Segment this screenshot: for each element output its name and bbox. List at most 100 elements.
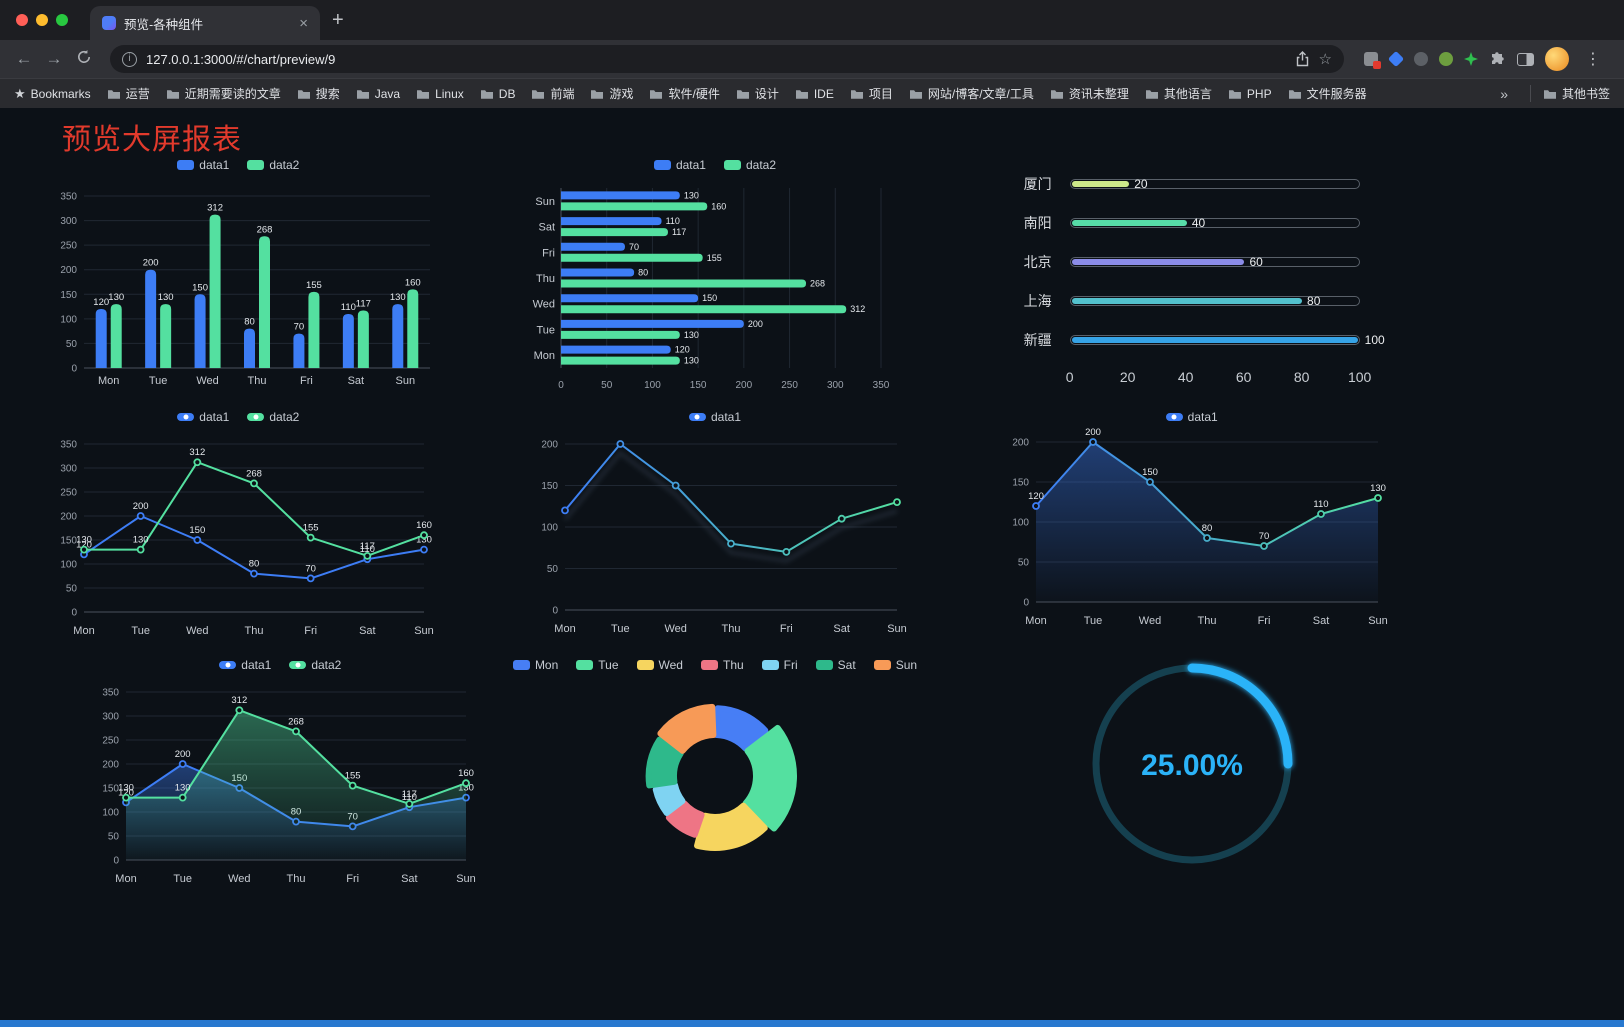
bookmark-item[interactable]: 文件服务器 (1288, 85, 1367, 102)
data-point (782, 548, 791, 556)
legend-item[interactable]: data2 (247, 410, 299, 424)
category-label: Fri (780, 623, 793, 635)
bookmark-item[interactable]: 项目 (850, 85, 893, 102)
extension-icon[interactable] (1464, 52, 1478, 66)
data-point (250, 569, 259, 578)
value-label: 312 (207, 203, 223, 214)
chart-canvas (645, 703, 797, 851)
bookmark-item[interactable]: PHP (1228, 87, 1272, 101)
pie-slice[interactable] (645, 736, 684, 789)
bookmark-item[interactable]: Java (356, 87, 400, 101)
extension-icon[interactable] (1364, 52, 1381, 69)
bookmark-item[interactable]: 近期需要读的文章 (166, 85, 281, 102)
other-bookmarks[interactable]: 其他书签 (1529, 85, 1610, 102)
bookmark-label: 其他语言 (1163, 87, 1212, 101)
chart-cell: 厦门 20 南阳 40 北京 60 上海 80 新疆 100 0 20 40 60 80 100 (953, 154, 1430, 406)
legend-item[interactable]: data1 (688, 410, 741, 424)
address-bar[interactable]: i 127.0.0.1:3000/#/chart/preview/9 ☆ (110, 45, 1344, 73)
legend-item[interactable]: data1 (177, 158, 229, 172)
category-label: Fri (300, 375, 313, 387)
bar (407, 289, 419, 368)
bookmarks-overflow-chevron[interactable]: » (1500, 85, 1508, 102)
page-title: 预览大屏报表 (62, 124, 243, 156)
axis-label: 350 (61, 192, 78, 203)
legend-item[interactable]: Sat (815, 658, 856, 672)
legend-item[interactable]: data1 (653, 158, 706, 172)
legend-label: Tue (598, 658, 619, 672)
bookmark-item[interactable]: 资讯未整理 (1050, 85, 1129, 102)
menu-icon[interactable]: ⋮ (1585, 51, 1601, 68)
bookmark-item[interactable]: Linux (416, 87, 464, 101)
pie-slice[interactable] (652, 782, 686, 816)
sidebar-panel-icon[interactable] (1517, 52, 1534, 66)
category-label: Thu (722, 623, 741, 635)
site-info-icon[interactable]: i (122, 51, 137, 67)
legend-item[interactable]: data2 (289, 658, 341, 672)
bookmarks-home[interactable]: ★ Bookmarks (14, 86, 91, 102)
extension-icon[interactable] (1387, 50, 1405, 68)
value-label: 268 (257, 224, 273, 235)
extension-icon[interactable] (1414, 52, 1428, 66)
browser-tab[interactable]: 预览-各种组件 × (90, 6, 320, 40)
value-label: 155 (306, 280, 322, 291)
progress-label: 上海 (1023, 292, 1052, 309)
legend-item[interactable]: Sun (873, 658, 917, 672)
legend-item[interactable]: Tue (576, 658, 619, 672)
bookmark-item[interactable]: 网站/博客/文章/工具 (909, 85, 1034, 102)
legend-item[interactable]: Fri (761, 658, 798, 672)
tab-close-icon[interactable]: × (299, 14, 308, 32)
pie-slice[interactable] (713, 705, 769, 752)
bookmark-item[interactable]: IDE (795, 87, 834, 101)
bookmark-item[interactable]: 设计 (736, 85, 779, 102)
bookmarks-bar: ★ Bookmarks 运营 近期需要读的文章 搜索 Java Linux DB 前端 游戏 软… (0, 78, 1624, 108)
forward-button[interactable]: → (45, 49, 63, 68)
bookmark-item[interactable]: 游戏 (590, 85, 633, 102)
extension-icon[interactable] (1439, 52, 1453, 66)
bookmark-label: 其他书签 (1561, 87, 1610, 101)
axis-label: 150 (103, 784, 120, 795)
legend-item[interactable]: Thu (700, 658, 744, 672)
progress-label: 新疆 (1023, 331, 1052, 348)
chart-canvas: 0 50 100 150 200 250 300 350 Mon Tue Wed Thu Fri Sat S… (103, 688, 476, 886)
bookmark-item[interactable]: 前端 (531, 85, 574, 102)
category-label: Wed (228, 873, 250, 885)
profile-avatar[interactable] (1545, 47, 1569, 71)
bookmark-item[interactable]: 搜索 (297, 85, 340, 102)
category-label: Mon (1025, 615, 1046, 627)
pie-slice[interactable] (665, 800, 705, 838)
axis-label: 100 (1012, 518, 1029, 529)
pie-slice[interactable] (694, 802, 768, 851)
bookmark-item[interactable]: 软件/硬件 (649, 85, 720, 102)
minimize-window-button[interactable] (36, 14, 48, 26)
legend-item[interactable]: data2 (247, 158, 299, 172)
zoom-window-button[interactable] (56, 14, 68, 26)
value-label: 312 (850, 304, 865, 314)
legend-item[interactable]: data1 (177, 410, 229, 424)
data-point (349, 781, 357, 790)
axis-label: 250 (103, 736, 120, 747)
bookmark-item[interactable]: DB (480, 87, 515, 101)
bar (96, 309, 108, 368)
gauge-arc (1187, 663, 1293, 769)
extensions-puzzle-icon[interactable] (1489, 51, 1506, 68)
new-tab-button[interactable]: + (332, 9, 344, 31)
bookmark-item[interactable]: 运营 (107, 85, 150, 102)
value-label: 268 (810, 279, 825, 289)
close-window-button[interactable] (16, 14, 28, 26)
bookmark-star-icon[interactable]: ☆ (1318, 51, 1332, 68)
legend-item[interactable]: Mon (512, 658, 558, 672)
category-label: Mon (534, 350, 555, 362)
back-button[interactable]: ← (15, 49, 33, 68)
share-icon[interactable] (1295, 51, 1310, 67)
data-point (405, 799, 414, 808)
value-label: 200 (143, 258, 159, 269)
legend-item[interactable]: data1 (219, 658, 271, 672)
legend-item[interactable]: Wed (636, 658, 683, 672)
value-label: 130 (133, 535, 149, 546)
pie-slice[interactable] (742, 724, 797, 832)
legend-item[interactable]: data2 (723, 158, 776, 172)
legend-item[interactable]: data1 (1165, 410, 1218, 424)
bookmark-item[interactable]: 其他语言 (1145, 85, 1212, 102)
pie-slice[interactable] (657, 703, 717, 754)
reload-button[interactable] (70, 49, 98, 70)
